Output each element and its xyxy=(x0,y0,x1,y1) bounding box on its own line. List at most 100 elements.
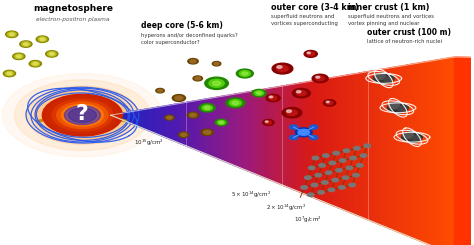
Circle shape xyxy=(175,96,183,100)
Circle shape xyxy=(349,183,356,187)
Circle shape xyxy=(301,186,308,189)
Text: inner crust (1 km): inner crust (1 km) xyxy=(348,3,430,12)
Circle shape xyxy=(68,108,96,122)
Circle shape xyxy=(212,81,221,86)
Polygon shape xyxy=(265,88,270,180)
Circle shape xyxy=(322,154,329,157)
Circle shape xyxy=(14,80,150,150)
Polygon shape xyxy=(278,86,283,185)
Polygon shape xyxy=(330,77,334,206)
Polygon shape xyxy=(304,82,308,196)
Polygon shape xyxy=(184,102,188,147)
Polygon shape xyxy=(446,58,450,245)
Circle shape xyxy=(295,128,312,137)
Text: superfluid neutrons and vortices: superfluid neutrons and vortices xyxy=(348,14,434,19)
Polygon shape xyxy=(239,93,244,169)
Polygon shape xyxy=(338,76,343,209)
Polygon shape xyxy=(119,113,124,120)
Polygon shape xyxy=(274,87,278,183)
Polygon shape xyxy=(210,98,214,157)
Polygon shape xyxy=(218,96,222,160)
Circle shape xyxy=(202,105,212,110)
Polygon shape xyxy=(312,80,317,199)
Polygon shape xyxy=(416,63,420,241)
Circle shape xyxy=(360,154,367,157)
Circle shape xyxy=(328,188,335,192)
Circle shape xyxy=(356,164,363,167)
Circle shape xyxy=(31,61,39,66)
Polygon shape xyxy=(411,63,416,239)
Circle shape xyxy=(157,89,163,92)
Circle shape xyxy=(336,169,342,172)
Text: lattice of neutron-rich nuclei: lattice of neutron-rich nuclei xyxy=(367,39,442,44)
Circle shape xyxy=(201,129,213,135)
Circle shape xyxy=(199,104,215,112)
Polygon shape xyxy=(437,59,441,245)
Circle shape xyxy=(178,132,189,137)
Text: ?: ? xyxy=(76,104,89,124)
Text: magnetosphere: magnetosphere xyxy=(33,4,113,13)
Circle shape xyxy=(387,102,408,113)
Polygon shape xyxy=(248,91,253,173)
Circle shape xyxy=(212,61,221,66)
Text: superfluid neutrons and: superfluid neutrons and xyxy=(271,14,334,19)
Polygon shape xyxy=(321,79,326,202)
Circle shape xyxy=(232,101,239,105)
Circle shape xyxy=(307,52,314,56)
Polygon shape xyxy=(37,117,127,121)
Circle shape xyxy=(412,136,421,141)
Circle shape xyxy=(364,144,371,147)
Circle shape xyxy=(217,121,225,124)
Polygon shape xyxy=(141,109,145,129)
Polygon shape xyxy=(399,66,403,234)
Circle shape xyxy=(242,72,248,75)
Text: deep core (5-6 km): deep core (5-6 km) xyxy=(141,21,223,30)
Circle shape xyxy=(173,95,185,101)
Circle shape xyxy=(315,173,321,177)
Circle shape xyxy=(27,86,138,144)
Text: color superconductor?: color superconductor? xyxy=(141,40,200,45)
Circle shape xyxy=(215,119,228,126)
Circle shape xyxy=(204,106,210,109)
Polygon shape xyxy=(300,83,304,194)
Circle shape xyxy=(29,61,41,67)
Circle shape xyxy=(205,77,228,89)
Polygon shape xyxy=(450,57,455,245)
Circle shape xyxy=(326,101,329,103)
Polygon shape xyxy=(257,90,261,176)
Text: $2\times10^{14}$g/cm$^2$: $2\times10^{14}$g/cm$^2$ xyxy=(266,202,306,213)
Circle shape xyxy=(402,132,414,138)
Polygon shape xyxy=(115,114,119,119)
Circle shape xyxy=(343,149,350,152)
Polygon shape xyxy=(145,109,149,131)
Circle shape xyxy=(47,97,118,134)
Polygon shape xyxy=(295,83,300,192)
Circle shape xyxy=(384,77,393,82)
Circle shape xyxy=(252,89,266,97)
Polygon shape xyxy=(205,98,210,155)
Polygon shape xyxy=(235,93,239,168)
Polygon shape xyxy=(403,65,407,236)
Polygon shape xyxy=(137,110,141,127)
Circle shape xyxy=(8,32,16,37)
Polygon shape xyxy=(162,106,166,138)
Polygon shape xyxy=(455,57,474,245)
Circle shape xyxy=(277,66,288,72)
Circle shape xyxy=(203,130,211,134)
Circle shape xyxy=(333,151,339,155)
Circle shape xyxy=(290,125,298,129)
Circle shape xyxy=(22,42,30,46)
Polygon shape xyxy=(188,101,192,148)
Polygon shape xyxy=(270,87,274,182)
Circle shape xyxy=(190,113,196,117)
Circle shape xyxy=(3,70,16,77)
Circle shape xyxy=(52,99,113,131)
Circle shape xyxy=(323,100,336,106)
Polygon shape xyxy=(433,60,437,245)
Polygon shape xyxy=(214,97,218,159)
Polygon shape xyxy=(326,78,330,204)
Polygon shape xyxy=(175,104,179,143)
Polygon shape xyxy=(261,89,265,178)
Circle shape xyxy=(388,103,400,109)
Circle shape xyxy=(237,69,253,78)
